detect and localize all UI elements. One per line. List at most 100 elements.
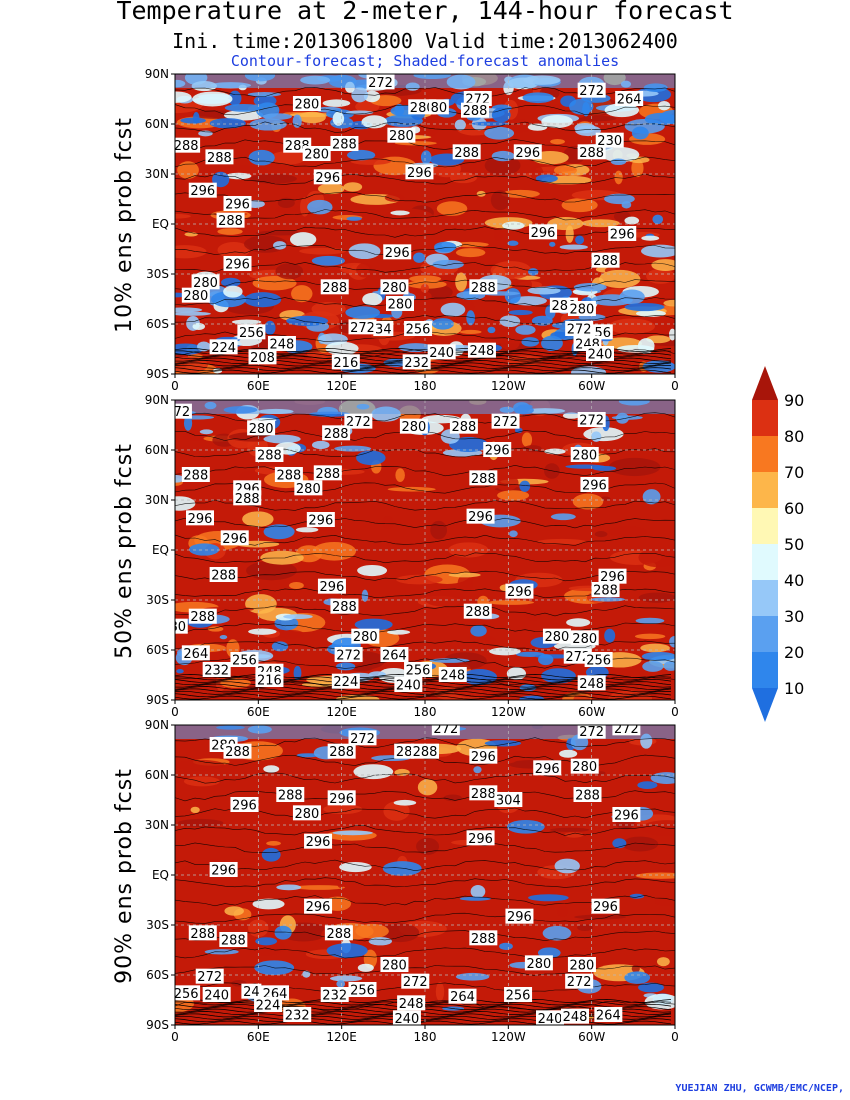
svg-text:240: 240 [395,1012,420,1027]
anomaly-blob-warm [513,541,533,561]
contour-label: 280 [380,957,409,974]
contour-label: 232 [283,1007,312,1024]
colorbar-segment [752,436,778,472]
anomaly-blob-cool [295,527,319,533]
anomaly-blob-warm [505,505,525,514]
lon-tick-label: 120E [326,1030,357,1044]
anomaly-blob-cool [637,781,658,790]
anomaly-blob-cool [249,118,287,131]
anomaly-blob-cool [550,513,576,521]
anomaly-blob-warm [448,542,489,558]
contour-label: 296 [466,508,495,525]
svg-text:288: 288 [471,472,496,487]
contour-label: 288 [188,925,217,942]
anomaly-blob-cool [336,980,346,988]
svg-text:264: 264 [617,93,642,108]
anomaly-blob-cool [248,149,275,166]
contour-label: 248 [397,995,426,1012]
contour-label: 272 [195,968,224,985]
anomaly-blob-warm [638,592,675,603]
anomaly-blob-cool [334,445,372,452]
contour-label: 296 [505,908,534,925]
contour-line [175,314,675,325]
anomaly-blob-cool [604,103,640,118]
lat-tick-label: 60S [146,317,169,331]
anomaly-blob-warm [550,827,590,832]
anomaly-blob-cool [228,90,242,106]
anomaly-blob-warm [608,457,661,477]
anomaly-blob-warm [537,538,587,545]
anomaly-blob-warm [175,759,225,771]
contour-label: 216 [331,354,360,371]
colorbar-segment [752,508,778,544]
anomaly-blob-cool [519,480,531,492]
svg-text:296: 296 [515,146,540,161]
contour-label: 248 [467,342,496,359]
anomaly-blob-cool [448,437,489,453]
anomaly-blob-cool [566,618,591,627]
svg-text:280: 280 [296,482,321,497]
contour-label: 296 [223,256,252,273]
anomaly-blob-cool [652,214,664,225]
contour-label: 240 [392,1010,421,1027]
svg-text:288: 288 [465,605,490,620]
svg-text:256: 256 [232,654,257,669]
contour-label: 288 [469,785,498,802]
anomaly-blob-warm [266,841,281,846]
anomaly-blob-cool [499,942,513,950]
contour-label: 288 [274,467,303,484]
contour-label: 296 [466,830,495,847]
lon-tick-label: 120W [491,379,526,393]
lat-tick-label: 30S [146,593,169,607]
svg-text:296: 296 [471,750,496,765]
anomaly-blob-warm [175,213,191,219]
anomaly-blob-warm [299,247,347,255]
svg-text:272: 272 [350,321,375,336]
anomaly-blob-warm [577,924,593,931]
anomaly-blob-cool [413,252,426,263]
svg-text:288: 288 [324,427,349,442]
svg-text:296: 296 [329,792,354,807]
svg-text:288: 288 [454,146,479,161]
anomaly-blob-cool [225,172,252,180]
contour-label: 256 [404,321,433,338]
svg-text:248: 248 [270,338,295,353]
anomaly-blob-cool [541,668,576,684]
lat-tick-label: 30N [145,818,169,832]
anomaly-blob-warm [177,161,199,179]
anomaly-blob-cool [231,319,262,325]
svg-text:280: 280 [388,298,413,313]
contour-label: 296 [505,583,534,600]
anomaly-blob-cool [357,564,388,577]
anomaly-blob-cool [329,975,363,982]
anomaly-blob-warm [249,173,297,184]
svg-text:232: 232 [204,664,229,679]
svg-text:240: 240 [538,1012,563,1027]
colorbar-segment [752,544,778,580]
contour-label: 256 [237,324,266,341]
svg-text:288: 288 [332,138,357,153]
contour-label: 288 [188,608,217,625]
svg-text:224: 224 [211,341,236,356]
anomaly-blob-cool [538,654,554,666]
anomaly-blob-cool [261,847,281,862]
contour-label: 280 [292,805,321,822]
anomaly-blob-cool [302,970,311,978]
anomaly-blob-warm [242,511,274,527]
svg-text:272: 272 [567,975,592,990]
svg-text:264: 264 [596,1009,621,1024]
anomaly-blob-cool [455,972,490,981]
contour-label: 280 [302,146,331,163]
anomaly-blob-cool [610,158,627,166]
svg-text:288: 288 [278,789,303,804]
contour-line [175,588,675,599]
contour-label: 296 [591,898,620,915]
contour-label: 288 [469,470,498,487]
svg-text:296: 296 [232,799,257,814]
anomaly-blob-cool [390,210,410,216]
svg-text:296: 296 [306,835,331,850]
anomaly-blob-warm [335,868,346,888]
contour-line [175,121,675,133]
anomaly-blob-warm [416,837,440,855]
contour-label: 272 [577,412,606,429]
